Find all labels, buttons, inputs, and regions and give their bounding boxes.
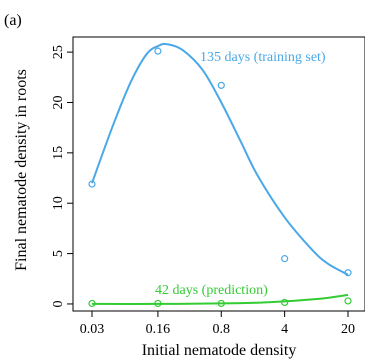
y-axis: 0 5 10 15 20 25 bbox=[51, 45, 73, 307]
point-series-1 bbox=[217, 299, 225, 308]
x-tick-label: 20 bbox=[341, 322, 355, 337]
point-series-0 bbox=[344, 269, 352, 277]
x-tick-label: 0.03 bbox=[80, 322, 105, 337]
point-series-0 bbox=[88, 180, 96, 188]
point-series-0 bbox=[154, 47, 162, 55]
x-axis: 0.03 0.16 0.8 4 20 bbox=[80, 311, 355, 337]
curve-series-1 bbox=[91, 293, 349, 305]
series-label-135-days: 135 days (training set) bbox=[200, 50, 326, 65]
point-series-1 bbox=[281, 298, 289, 307]
curve-series-0 bbox=[91, 42, 349, 276]
data-points bbox=[88, 47, 352, 308]
y-tick-label: 10 bbox=[51, 196, 66, 210]
plot-frame bbox=[72, 36, 365, 312]
y-tick-label: 25 bbox=[51, 45, 66, 59]
y-axis-title: Final nematode density in roots bbox=[13, 69, 30, 271]
series-label-42-days: 42 days (prediction) bbox=[155, 283, 268, 298]
x-axis-title: Initial nematode density bbox=[142, 342, 297, 359]
point-series-1 bbox=[344, 297, 352, 305]
y-tick-label: 0 bbox=[51, 300, 66, 307]
y-tick-label: 20 bbox=[51, 95, 66, 109]
point-series-1 bbox=[88, 299, 96, 308]
fitted-curves bbox=[91, 42, 349, 305]
x-tick-label: 0.16 bbox=[146, 322, 171, 337]
x-tick-label: 4 bbox=[281, 322, 288, 337]
point-series-1 bbox=[154, 299, 162, 308]
y-tick-label: 15 bbox=[51, 146, 66, 160]
y-tick-label: 5 bbox=[51, 250, 66, 257]
panel-label: (a) bbox=[4, 12, 22, 29]
point-series-0 bbox=[217, 81, 225, 89]
point-series-0 bbox=[281, 255, 289, 263]
x-tick-label: 0.8 bbox=[213, 322, 231, 337]
